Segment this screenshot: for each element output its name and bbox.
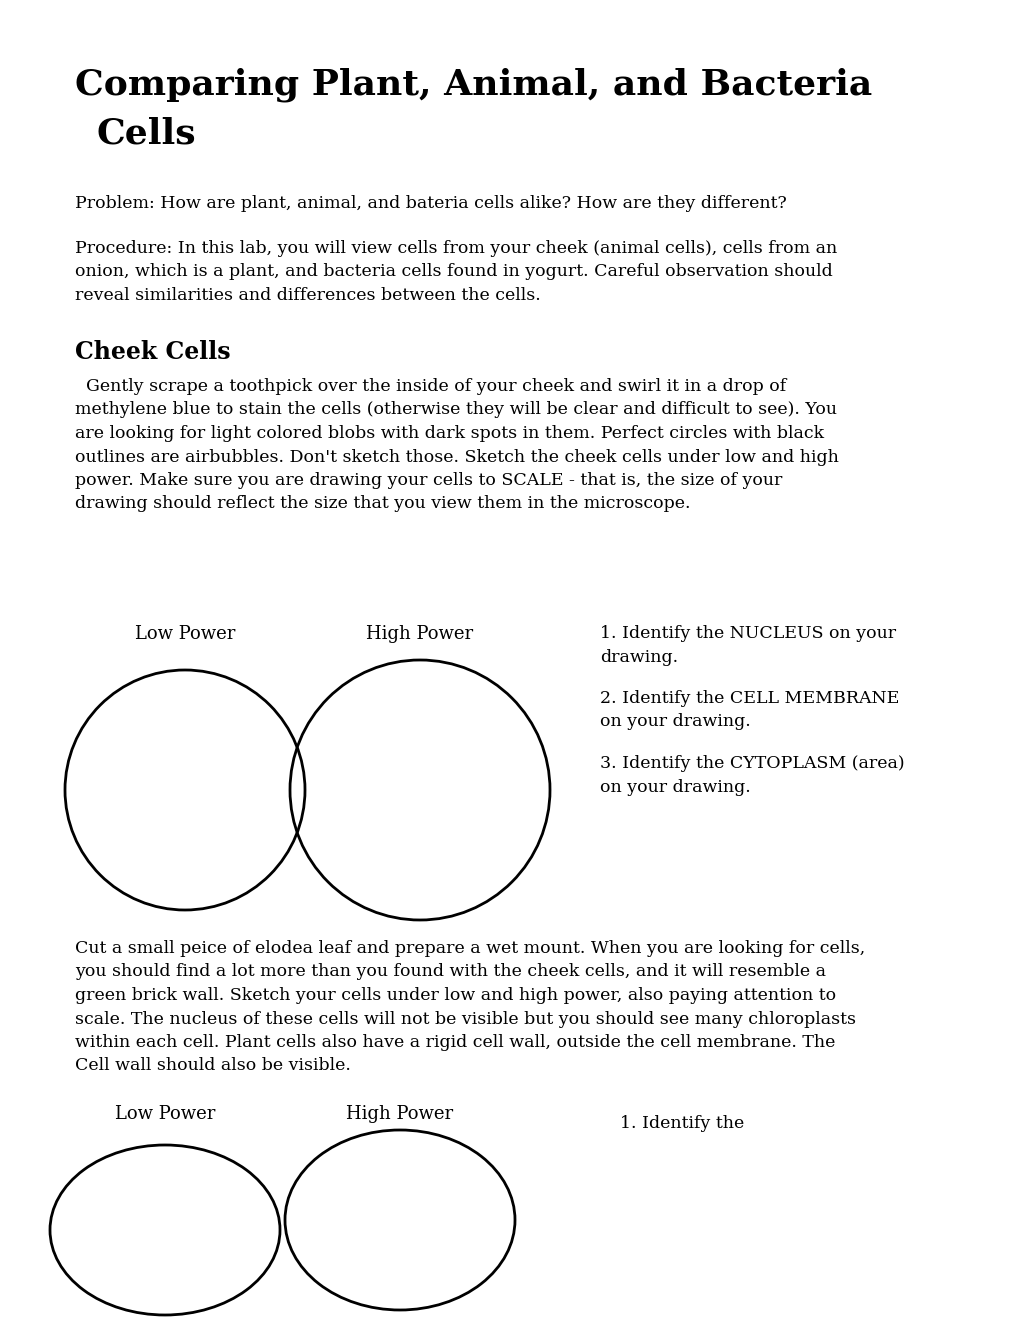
Text: Cut a small peice of elodea leaf and prepare a wet mount. When you are looking f: Cut a small peice of elodea leaf and pre… — [75, 940, 864, 1074]
Text: 1. Identify the: 1. Identify the — [620, 1115, 744, 1133]
Text: Comparing Plant, Animal, and Bacteria: Comparing Plant, Animal, and Bacteria — [75, 69, 871, 103]
Text: Low Power: Low Power — [115, 1105, 215, 1123]
Text: 2. Identify the CELL MEMBRANE
on your drawing.: 2. Identify the CELL MEMBRANE on your dr… — [599, 690, 899, 730]
Text: Problem: How are plant, animal, and bateria cells alike? How are they different?: Problem: How are plant, animal, and bate… — [75, 195, 786, 213]
Text: Cells: Cells — [97, 116, 197, 150]
Text: High Power: High Power — [346, 1105, 453, 1123]
Text: 3. Identify the CYTOPLASM (area)
on your drawing.: 3. Identify the CYTOPLASM (area) on your… — [599, 755, 904, 796]
Text: Low Power: Low Power — [135, 624, 235, 643]
Text: High Power: High Power — [366, 624, 473, 643]
Text: 1. Identify the NUCLEUS on your
drawing.: 1. Identify the NUCLEUS on your drawing. — [599, 624, 896, 665]
Text: Gently scrape a toothpick over the inside of your cheek and swirl it in a drop o: Gently scrape a toothpick over the insid… — [75, 378, 838, 512]
Text: Procedure: In this lab, you will view cells from your cheek (animal cells), cell: Procedure: In this lab, you will view ce… — [75, 240, 837, 304]
Text: Cheek Cells: Cheek Cells — [75, 341, 230, 364]
